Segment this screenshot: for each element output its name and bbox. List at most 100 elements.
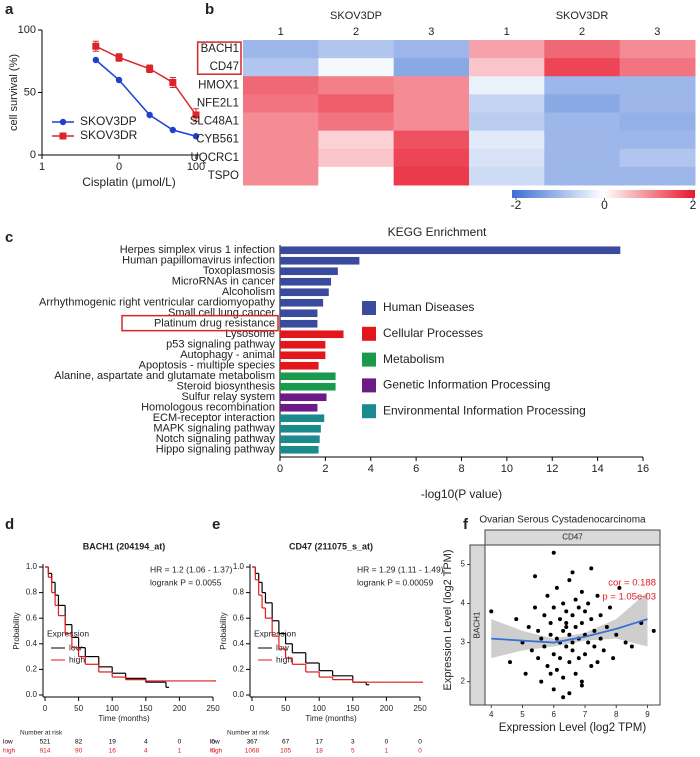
risk-value: 0 <box>418 748 422 755</box>
risk-value: 0 <box>211 739 215 746</box>
bar <box>280 330 344 339</box>
point <box>573 624 578 629</box>
x-tick-label: 50 <box>74 704 83 713</box>
point <box>579 679 584 684</box>
heat-cell <box>393 40 470 59</box>
point <box>629 644 634 649</box>
point <box>564 624 569 629</box>
bar <box>280 382 336 391</box>
point <box>558 617 562 622</box>
annotation: cor = 0.188 <box>608 578 656 589</box>
bar <box>280 361 319 370</box>
risk-value: 17 <box>316 739 324 746</box>
point <box>548 632 553 637</box>
column-label: 3 <box>428 26 434 38</box>
x-tick-label: 200 <box>173 704 187 713</box>
x-tick-label: 12 <box>546 463 558 475</box>
point <box>564 621 569 626</box>
point <box>579 589 584 594</box>
risk-value: 914 <box>40 748 51 755</box>
legend-swatch <box>362 404 376 419</box>
marker <box>169 126 177 134</box>
point <box>554 667 559 672</box>
y-tick-label: 0.0 <box>233 690 245 699</box>
category-label: MAPK signaling pathway <box>153 423 275 435</box>
heat-cell <box>393 130 470 150</box>
x-tick-label: 250 <box>206 704 220 713</box>
y-axis-label: Probability <box>12 612 21 649</box>
heat-cell <box>243 76 319 95</box>
point <box>595 593 600 598</box>
y-tick-label: 0 <box>30 149 36 161</box>
heat-cell <box>619 112 696 132</box>
point <box>561 628 566 633</box>
marker <box>146 65 154 73</box>
y-tick-label: 0.4 <box>233 639 245 648</box>
point <box>583 652 587 657</box>
annotation: HR = 1.2 (1.06 - 1.37) <box>150 564 233 574</box>
bar <box>280 414 325 423</box>
point <box>579 683 584 688</box>
x-tick-label: 1 <box>39 161 45 173</box>
colorbar-tick-label: -2 <box>511 198 522 212</box>
point <box>514 617 519 622</box>
x-tick-label: 9 <box>645 710 650 719</box>
point <box>551 652 556 657</box>
y-tick-label: 50 <box>24 86 36 98</box>
row-label: UQCRC1 <box>190 152 239 164</box>
point <box>573 671 578 676</box>
point <box>567 632 572 637</box>
y-tick-label: 2 <box>461 677 466 686</box>
point <box>601 648 606 653</box>
chart-title: KEGG Enrichment <box>388 225 487 239</box>
point <box>592 644 597 649</box>
heat-cell <box>318 112 395 132</box>
legend-title: Expression <box>254 628 296 638</box>
bar <box>280 277 332 286</box>
chart-title: BACH1 (204194_at) <box>83 541 166 551</box>
point <box>611 656 616 661</box>
x-tick-label: 6 <box>413 463 419 475</box>
heat-cell <box>619 58 696 77</box>
category-label: Hippo signaling pathway <box>156 444 276 456</box>
bar <box>280 351 326 360</box>
x-tick-label: 4 <box>489 710 494 719</box>
bar <box>280 298 324 307</box>
legend-marker <box>59 132 67 140</box>
x-tick-label: 5 <box>520 710 525 719</box>
heat-cell <box>318 94 395 113</box>
y-tick-label: 0.2 <box>233 665 245 674</box>
category-label: Human papillomavirus infection <box>122 255 275 267</box>
x-tick-label: 16 <box>637 463 649 475</box>
x-tick-label: 150 <box>346 704 360 713</box>
heat-cell <box>318 76 395 95</box>
x-tick-label: 0 <box>277 463 283 475</box>
point <box>551 605 556 610</box>
series-line <box>95 45 197 116</box>
point <box>570 613 575 618</box>
point <box>576 605 581 610</box>
point <box>554 636 559 641</box>
point <box>542 644 547 649</box>
category-label: Toxoplasmosis <box>203 265 276 277</box>
y-tick-label: 3 <box>461 638 466 647</box>
bar <box>280 319 318 328</box>
point <box>564 609 569 614</box>
risk-value: 90 <box>75 748 83 755</box>
point <box>561 695 566 700</box>
point <box>617 585 622 590</box>
point <box>567 578 572 583</box>
category-label: MicroRNAs in cancer <box>172 276 276 288</box>
risk-value: 16 <box>109 748 117 755</box>
column-label: 3 <box>654 26 660 38</box>
marker <box>192 111 200 119</box>
point <box>558 656 562 661</box>
row-label: NFE2L1 <box>197 97 239 109</box>
risk-row-label: high <box>210 748 223 755</box>
risk-value: 82 <box>75 739 83 746</box>
y-tick-label: 0.4 <box>26 639 38 648</box>
heat-cell <box>318 58 395 77</box>
legend-label: Cellular Processes <box>383 326 483 340</box>
point <box>570 640 575 645</box>
